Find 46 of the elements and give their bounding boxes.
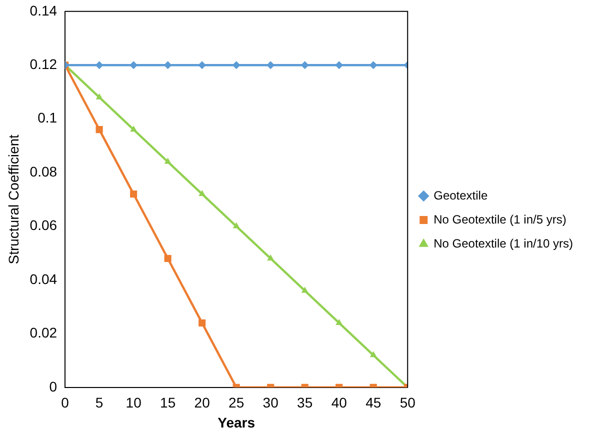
point — [232, 222, 240, 228]
y-tick-label: 0.02 — [30, 324, 58, 341]
point — [95, 61, 104, 70]
point — [198, 190, 206, 196]
point — [335, 61, 344, 70]
point — [300, 61, 309, 70]
y-tick-label: 0 — [49, 378, 58, 394]
point — [198, 319, 206, 326]
point — [130, 61, 138, 70]
point — [164, 254, 172, 262]
y-tick-label: 0.08 — [30, 163, 58, 180]
point — [130, 190, 138, 198]
point — [370, 351, 377, 358]
legend-label: No Geotextile (1 in/5 yrs) — [434, 212, 566, 226]
point — [164, 158, 172, 164]
point — [164, 61, 172, 70]
y-tick-label: 0.14 — [30, 2, 58, 18]
x-tick-label: 35 — [297, 394, 313, 411]
point — [266, 61, 275, 70]
point — [130, 126, 138, 132]
x-tick-label: 30 — [262, 394, 279, 411]
y-tick-label: 0.04 — [30, 270, 58, 287]
point — [96, 93, 103, 100]
x-tick-label: 10 — [126, 394, 142, 411]
x-tick-label: 40 — [331, 394, 348, 411]
legend-label: Geotextile — [434, 188, 488, 202]
legend-label: No Geotextile (1 in/10 yrs) — [434, 236, 574, 250]
point — [96, 126, 103, 134]
x-tick-label: 50 — [400, 394, 416, 411]
y-tick-label: 0.12 — [30, 56, 58, 72]
y-axis-title: Structural Coefficient — [5, 134, 22, 264]
point — [232, 61, 240, 70]
x-tick-label: 15 — [160, 394, 176, 411]
point — [267, 254, 274, 260]
x-tick-label: 5 — [95, 394, 104, 411]
y-tick-label: 0.06 — [30, 217, 58, 234]
point — [301, 286, 308, 293]
x-tick-label: 45 — [366, 394, 382, 411]
point — [198, 61, 206, 70]
x-tick-label: 0 — [61, 394, 70, 411]
point — [336, 318, 343, 325]
x-tick-label: 25 — [228, 394, 244, 411]
x-axis-title: Years — [218, 414, 256, 430]
x-tick-label: 20 — [194, 394, 210, 411]
point — [369, 61, 378, 70]
y-tick-label: 0.1 — [38, 110, 58, 126]
